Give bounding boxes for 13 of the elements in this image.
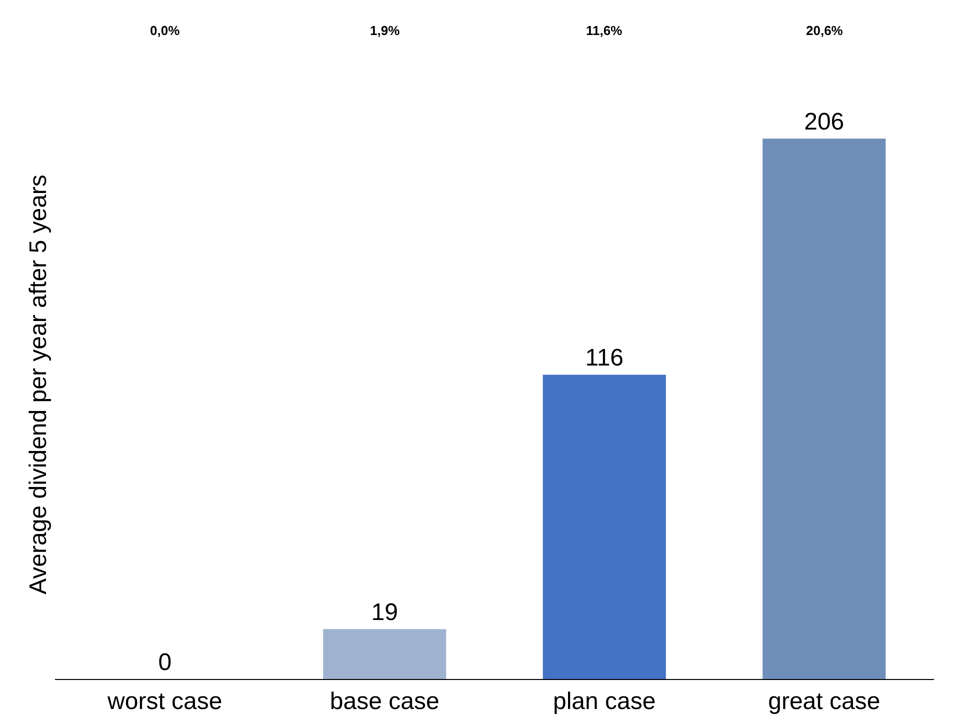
data-label: 19 xyxy=(371,599,398,626)
x-tick-label: base case xyxy=(330,688,440,715)
text: 11,6% xyxy=(586,23,623,38)
text: 0,0% xyxy=(150,23,180,38)
text: 20,6% xyxy=(806,23,844,38)
data-label: 206 xyxy=(804,108,844,136)
x-tick-label: plan case xyxy=(553,688,656,715)
data-label: 0 xyxy=(158,649,172,676)
y-axis-title: Average dividend per year after 5 years xyxy=(25,174,52,594)
x-tick-label: great case xyxy=(768,688,880,715)
data-label: 116 xyxy=(585,344,624,372)
text: 1,9% xyxy=(370,23,400,38)
x-tick-label: worst case xyxy=(106,688,222,715)
